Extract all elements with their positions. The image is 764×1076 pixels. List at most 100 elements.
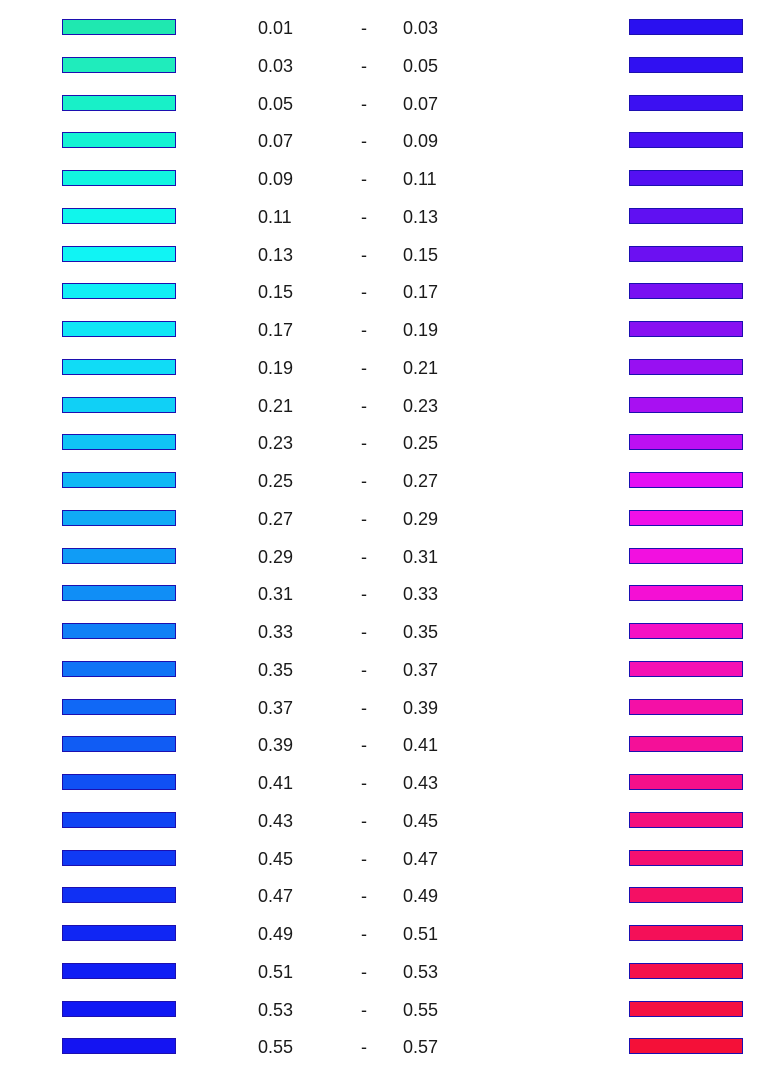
- range-start-label: 0.09: [258, 169, 294, 189]
- range-separator: -: [361, 282, 367, 302]
- legend-row: 0.23 - 0.25: [0, 433, 764, 472]
- legend-swatch-left: [62, 283, 176, 299]
- range-separator: -: [361, 433, 367, 453]
- range-separator: -: [361, 169, 367, 189]
- range-end-label: 0.05: [403, 56, 439, 76]
- legend-swatch-right: [629, 246, 743, 262]
- range-end-label: 0.37: [403, 660, 439, 680]
- legend-swatch-left: [62, 812, 176, 828]
- range-start-label: 0.41: [258, 773, 294, 793]
- legend-swatch-left: [62, 850, 176, 866]
- legend-swatch-left: [62, 699, 176, 715]
- legend-swatch-left: [62, 321, 176, 337]
- range-start-label: 0.47: [258, 886, 294, 906]
- range-start-label: 0.07: [258, 131, 294, 151]
- range-end-label: 0.31: [403, 547, 439, 567]
- legend-swatch-left: [62, 1001, 176, 1017]
- range-separator: -: [361, 584, 367, 604]
- legend-swatch-right: [629, 95, 743, 111]
- legend-row: 0.39 - 0.41: [0, 735, 764, 774]
- legend-row: 0.03 - 0.05: [0, 56, 764, 95]
- range-start-label: 0.27: [258, 509, 294, 529]
- range-separator: -: [361, 18, 367, 38]
- legend-swatch-right: [629, 585, 743, 601]
- range-separator: -: [361, 320, 367, 340]
- legend-swatch-left: [62, 397, 176, 413]
- legend-swatch-right: [629, 887, 743, 903]
- legend-swatch-right: [629, 321, 743, 337]
- range-start-label: 0.25: [258, 471, 294, 491]
- legend-swatch-right: [629, 510, 743, 526]
- legend-swatch-right: [629, 434, 743, 450]
- range-separator: -: [361, 245, 367, 265]
- range-end-label: 0.09: [403, 131, 439, 151]
- range-end-label: 0.23: [403, 396, 439, 416]
- legend-swatch-left: [62, 246, 176, 262]
- legend-swatch-right: [629, 208, 743, 224]
- range-end-label: 0.33: [403, 584, 439, 604]
- range-end-label: 0.27: [403, 471, 439, 491]
- range-separator: -: [361, 660, 367, 680]
- legend-row: 0.45 - 0.47: [0, 849, 764, 888]
- legend-row: 0.11 - 0.13: [0, 207, 764, 246]
- legend-swatch-left: [62, 623, 176, 639]
- legend-swatch-left: [62, 963, 176, 979]
- range-end-label: 0.55: [403, 1000, 439, 1020]
- range-end-label: 0.47: [403, 849, 439, 869]
- legend-swatch-right: [629, 1001, 743, 1017]
- legend-row: 0.05 - 0.07: [0, 94, 764, 133]
- legend-swatch-right: [629, 963, 743, 979]
- legend-swatch-left: [62, 19, 176, 35]
- legend-swatch-right: [629, 623, 743, 639]
- range-end-label: 0.15: [403, 245, 439, 265]
- legend-swatch-left: [62, 548, 176, 564]
- legend-swatch-right: [629, 170, 743, 186]
- range-end-label: 0.57: [403, 1037, 439, 1057]
- range-start-label: 0.23: [258, 433, 294, 453]
- range-start-label: 0.51: [258, 962, 294, 982]
- range-end-label: 0.19: [403, 320, 439, 340]
- range-separator: -: [361, 811, 367, 831]
- range-separator: -: [361, 471, 367, 491]
- range-end-label: 0.45: [403, 811, 439, 831]
- legend-swatch-right: [629, 132, 743, 148]
- range-separator: -: [361, 396, 367, 416]
- range-start-label: 0.37: [258, 698, 294, 718]
- legend-swatch-right: [629, 19, 743, 35]
- range-start-label: 0.01: [258, 18, 294, 38]
- legend-row: 0.29 - 0.31: [0, 547, 764, 586]
- range-start-label: 0.13: [258, 245, 294, 265]
- legend-swatch-left: [62, 208, 176, 224]
- range-separator: -: [361, 1000, 367, 1020]
- range-separator: -: [361, 56, 367, 76]
- range-separator: -: [361, 547, 367, 567]
- range-end-label: 0.21: [403, 358, 439, 378]
- range-start-label: 0.35: [258, 660, 294, 680]
- range-end-label: 0.53: [403, 962, 439, 982]
- range-separator: -: [361, 924, 367, 944]
- range-end-label: 0.13: [403, 207, 439, 227]
- legend-row: 0.21 - 0.23: [0, 396, 764, 435]
- range-end-label: 0.49: [403, 886, 439, 906]
- legend-row: 0.33 - 0.35: [0, 622, 764, 661]
- range-separator: -: [361, 207, 367, 227]
- range-separator: -: [361, 886, 367, 906]
- range-end-label: 0.29: [403, 509, 439, 529]
- range-separator: -: [361, 358, 367, 378]
- legend-swatch-right: [629, 283, 743, 299]
- range-start-label: 0.49: [258, 924, 294, 944]
- range-start-label: 0.55: [258, 1037, 294, 1057]
- legend-swatch-right: [629, 661, 743, 677]
- range-separator: -: [361, 131, 367, 151]
- range-end-label: 0.17: [403, 282, 439, 302]
- legend-row: 0.19 - 0.21: [0, 358, 764, 397]
- legend-row: 0.15 - 0.17: [0, 282, 764, 321]
- legend-swatch-right: [629, 812, 743, 828]
- range-start-label: 0.29: [258, 547, 294, 567]
- range-start-label: 0.11: [258, 207, 292, 227]
- range-separator: -: [361, 698, 367, 718]
- legend-row: 0.37 - 0.39: [0, 698, 764, 737]
- legend-row: 0.27 - 0.29: [0, 509, 764, 548]
- range-start-label: 0.31: [258, 584, 294, 604]
- range-end-label: 0.03: [403, 18, 439, 38]
